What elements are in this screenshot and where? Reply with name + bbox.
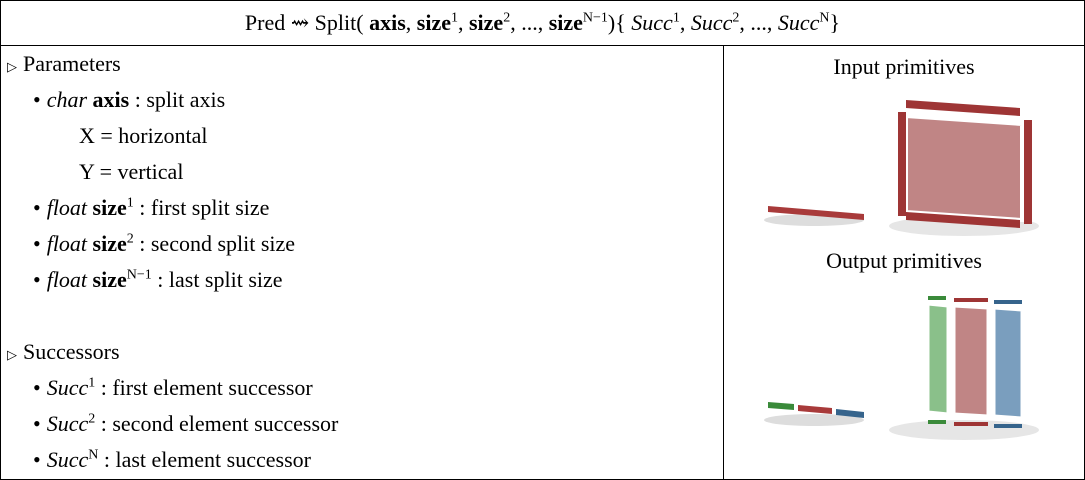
panel — [926, 302, 950, 416]
header: Pred ⇝ Split( axis, size1, size2, ..., s… — [1, 1, 1084, 46]
panel — [904, 113, 1024, 223]
parameter-name: size — [92, 195, 127, 220]
bar — [768, 402, 794, 410]
panel — [992, 306, 1024, 420]
header-text: Succ — [690, 10, 733, 35]
header-text: , ..., — [510, 10, 544, 35]
bar — [954, 422, 988, 426]
successor-superscript: N — [88, 447, 99, 463]
successor-desc: : first element successor — [100, 375, 313, 400]
header-superscript: N−1 — [582, 10, 608, 26]
header-text: size — [416, 10, 451, 35]
parameter-superscript: N−1 — [126, 267, 152, 283]
header-text: size — [548, 10, 583, 35]
header-superscript: 2 — [732, 10, 740, 26]
bar — [768, 206, 864, 220]
shadow — [764, 414, 864, 426]
header-text: , — [457, 10, 464, 35]
header-text: , — [405, 10, 412, 35]
bar — [836, 409, 864, 418]
parameter-desc: : split axis — [134, 87, 226, 112]
bar — [798, 405, 832, 414]
header-text: , — [679, 10, 686, 35]
successor-superscript: 2 — [88, 411, 96, 427]
successor-item: SuccN : last element successor — [1, 442, 723, 478]
section-heading: Parameters — [1, 46, 723, 82]
bar — [906, 100, 1020, 116]
header-superscript: 1 — [450, 10, 458, 26]
successor-item: Succ2 : second element successor — [1, 406, 723, 442]
input-figure — [764, 100, 1039, 236]
parameter-item: float size1 : first split size — [1, 190, 723, 226]
axis-option: Y = vertical — [79, 159, 184, 184]
axis-option: X = horizontal — [79, 123, 208, 148]
parameter-name: axis — [92, 87, 130, 112]
bar — [994, 300, 1022, 304]
header-text: ){ — [607, 10, 626, 35]
parameter-desc: : second split size — [139, 231, 296, 256]
successor-name: Succ — [46, 411, 89, 436]
parameter-name: size — [92, 231, 127, 256]
parameter-superscript: 2 — [126, 231, 134, 247]
bar — [928, 296, 946, 300]
header-text: Succ — [631, 10, 673, 35]
parameter-superscript: 1 — [126, 195, 134, 211]
successor-desc: : last element successor — [103, 447, 311, 472]
header-text: axis — [369, 10, 406, 35]
output-label: Output primitives — [826, 248, 982, 273]
successor-name: Succ — [46, 447, 89, 472]
parameter-type: char — [46, 87, 88, 112]
header-text: } — [829, 10, 841, 35]
parameter-desc: : last split size — [157, 267, 283, 292]
header-text: size — [468, 10, 504, 35]
header-text: Pred ⇝ Split( — [244, 10, 364, 35]
spacer — [1, 298, 723, 334]
parameter-desc: : first split size — [139, 195, 270, 220]
header-text: , ..., — [739, 10, 773, 35]
output-figure — [764, 296, 1039, 440]
input-label: Input primitives — [833, 54, 975, 79]
header-superscript: 2 — [503, 10, 511, 26]
parameter-type: float — [46, 267, 88, 292]
successor-item: Succ1 : first element successor — [1, 370, 723, 406]
parameter-name: size — [92, 267, 127, 292]
successor-superscript: 1 — [88, 375, 96, 391]
parameter-type: float — [46, 231, 88, 256]
successor-name: Succ — [46, 375, 89, 400]
header-superscript: 1 — [672, 10, 680, 26]
bar — [906, 212, 1020, 228]
bar — [898, 112, 906, 216]
bar — [928, 420, 946, 424]
right-column: Input primitives Output primitives — [724, 46, 1084, 479]
panel — [952, 304, 990, 418]
header-text: Succ — [777, 10, 820, 35]
section-heading: Successors — [1, 334, 723, 370]
bar — [954, 298, 988, 302]
bar — [994, 424, 1022, 428]
header-superscript: N — [819, 10, 830, 26]
successor-desc: : second element successor — [100, 411, 339, 436]
parameter-type: float — [46, 195, 88, 220]
bar — [1024, 120, 1032, 224]
parameter-item: float size2 : second split size — [1, 226, 723, 262]
parameter-item: char axis : split axis — [1, 82, 723, 118]
parameter-item: float sizeN−1 : last split size — [1, 262, 723, 298]
